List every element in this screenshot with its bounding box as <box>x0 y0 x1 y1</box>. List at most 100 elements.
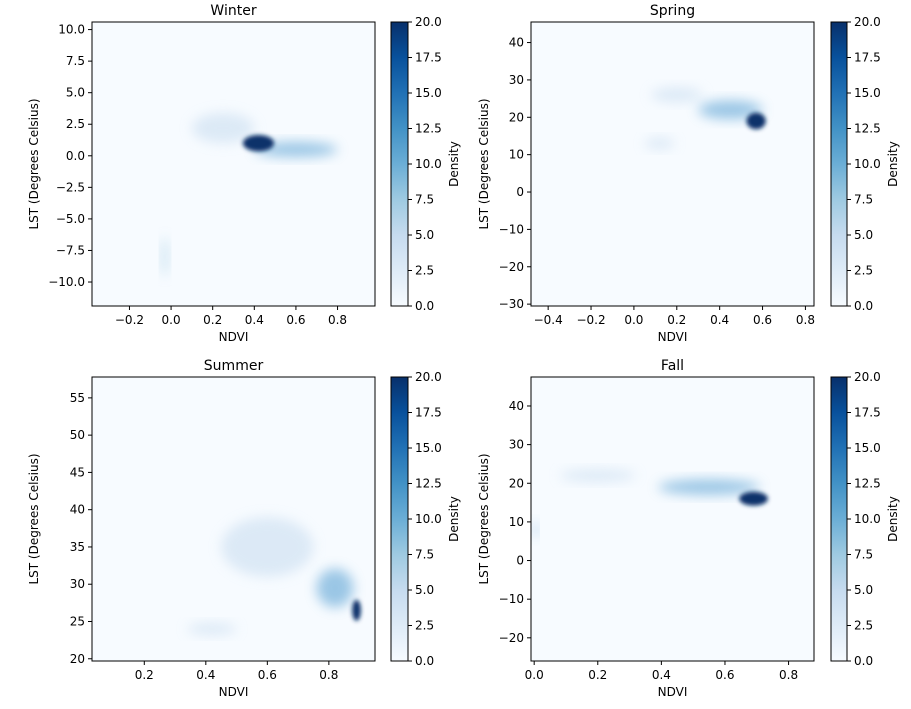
colorbar-tick-label: 5.0 <box>854 583 873 597</box>
density-cluster <box>559 469 636 482</box>
plot-background <box>531 377 814 661</box>
plot-background <box>531 22 814 306</box>
y-tick-label: 35 <box>70 540 85 554</box>
colorbar-tick-label: 20.0 <box>854 370 881 384</box>
plot-frame <box>530 21 815 307</box>
colorbar-tick-label: 5.0 <box>415 228 434 242</box>
x-tick-label: 0.2 <box>203 313 222 327</box>
colorbar-tick-label: 12.5 <box>415 477 442 491</box>
colorbar <box>830 21 848 307</box>
plot-background <box>92 377 375 661</box>
y-tick-label: 40 <box>509 399 524 413</box>
y-tick-label: 20 <box>70 652 85 666</box>
density-cluster <box>161 236 168 277</box>
density-cluster <box>352 599 361 621</box>
density-cluster <box>242 134 275 152</box>
density-cluster <box>191 112 255 144</box>
plot-frame <box>530 376 815 662</box>
colorbar-tick-label: 0.0 <box>415 299 434 313</box>
x-axis-label: NDVI <box>219 330 249 344</box>
y-tick-label: 25 <box>70 614 85 628</box>
y-tick-label: −5.0 <box>56 212 85 226</box>
colorbar-label: Density <box>447 496 461 542</box>
y-tick-label: −10 <box>499 222 524 236</box>
x-tick-label: 0.8 <box>328 313 347 327</box>
chart-title: Summer <box>204 358 264 374</box>
density-cluster <box>739 491 768 506</box>
x-tick-label: 0.4 <box>196 668 215 682</box>
x-tick-label: 0.6 <box>753 313 772 327</box>
density-layer <box>187 517 361 635</box>
y-tick-label: −10.0 <box>48 275 85 289</box>
x-tick-label: 0.2 <box>588 668 607 682</box>
x-tick-label: 0.8 <box>779 668 798 682</box>
colorbar-tick-label: 5.0 <box>415 583 434 597</box>
x-tick-label: 0.0 <box>525 668 544 682</box>
chart-title: Fall <box>661 358 684 374</box>
colorbar-tick-label: 2.5 <box>415 264 434 278</box>
x-tick-label: 0.6 <box>715 668 734 682</box>
colorbar <box>830 376 848 662</box>
colorbar-tick-label: 10.0 <box>415 157 442 171</box>
y-tick-label: 55 <box>70 391 85 405</box>
colorbar-tick-label: 10.0 <box>854 157 881 171</box>
x-axis-label: NDVI <box>658 685 688 699</box>
y-tick-label: 5.0 <box>66 86 85 100</box>
y-tick-label: 10.0 <box>58 23 85 37</box>
colorbar-tick-label: 12.5 <box>854 477 881 491</box>
y-tick-label: 30 <box>509 73 524 87</box>
y-tick-label: −20 <box>499 631 524 645</box>
colorbar-tick-label: 15.0 <box>854 441 881 455</box>
y-tick-label: 10 <box>509 148 524 162</box>
y-tick-label: 2.5 <box>66 117 85 131</box>
x-tick-label: −0.2 <box>576 313 605 327</box>
colorbar-tick-label: 17.5 <box>854 406 881 420</box>
colorbar-label: Density <box>886 141 900 187</box>
y-tick-label: 0.0 <box>66 149 85 163</box>
density-cluster <box>187 622 237 635</box>
y-tick-label: −7.5 <box>56 243 85 257</box>
x-tick-label: 0.6 <box>286 313 305 327</box>
chart-panel-spring: Spring −0.4 −0.2 0.0 0.2 0.4 0.6 0.8 −30 −20 −10 0 1… <box>477 3 900 344</box>
y-tick-label: −20 <box>499 260 524 274</box>
density-cluster <box>746 112 766 130</box>
x-tick-label: 0.0 <box>624 313 643 327</box>
y-axis-label: LST (Degrees Celsius) <box>477 98 491 229</box>
x-axis-label: NDVI <box>219 685 249 699</box>
colorbar-tick-label: 15.0 <box>415 441 442 455</box>
plot-background <box>92 22 375 306</box>
x-tick-label: 0.4 <box>710 313 729 327</box>
colorbar-tick-label: 7.5 <box>854 193 873 207</box>
colorbar-tick-label: 20.0 <box>854 15 881 29</box>
colorbar-tick-label: 2.5 <box>854 264 873 278</box>
colorbar-tick-label: 7.5 <box>854 548 873 562</box>
colorbar-tick-label: 12.5 <box>415 122 442 136</box>
x-tick-label: −0.4 <box>534 313 563 327</box>
x-tick-label: 0.0 <box>162 313 181 327</box>
colorbar-tick-label: 17.5 <box>415 406 442 420</box>
chart-title: Spring <box>650 3 695 19</box>
colorbar-tick-label: 20.0 <box>415 15 442 29</box>
colorbar-tick-label: 2.5 <box>415 619 434 633</box>
chart-title: Winter <box>210 3 256 19</box>
density-cluster <box>221 517 314 577</box>
density-layer <box>644 87 766 150</box>
y-tick-label: 45 <box>70 465 85 479</box>
y-axis-label: LST (Degrees Celsius) <box>477 453 491 584</box>
x-tick-label: 0.8 <box>319 668 338 682</box>
density-cluster <box>533 521 538 538</box>
colorbar <box>390 376 409 662</box>
colorbar-tick-label: 17.5 <box>854 51 881 65</box>
chart-panel-summer: Summer 0.2 0.4 0.6 0.8 20 25 30 35 40 45 50 55 NDVI LS… <box>27 358 461 699</box>
x-tick-label: 0.4 <box>652 668 671 682</box>
colorbar-tick-label: 0.0 <box>854 299 873 313</box>
y-axis-label: LST (Degrees Celsius) <box>27 98 41 229</box>
y-tick-label: 20 <box>509 110 524 124</box>
y-tick-label: 10 <box>509 515 524 529</box>
chart-panel-winter: Winter −0.2 0.0 0.2 0.4 0.6 0.8 −10.0 −7.5 −5.0 −2… <box>27 3 461 344</box>
y-tick-label: −2.5 <box>56 180 85 194</box>
y-tick-label: 20 <box>509 476 524 490</box>
y-tick-label: 7.5 <box>66 54 85 68</box>
x-tick-label: 0.6 <box>258 668 277 682</box>
